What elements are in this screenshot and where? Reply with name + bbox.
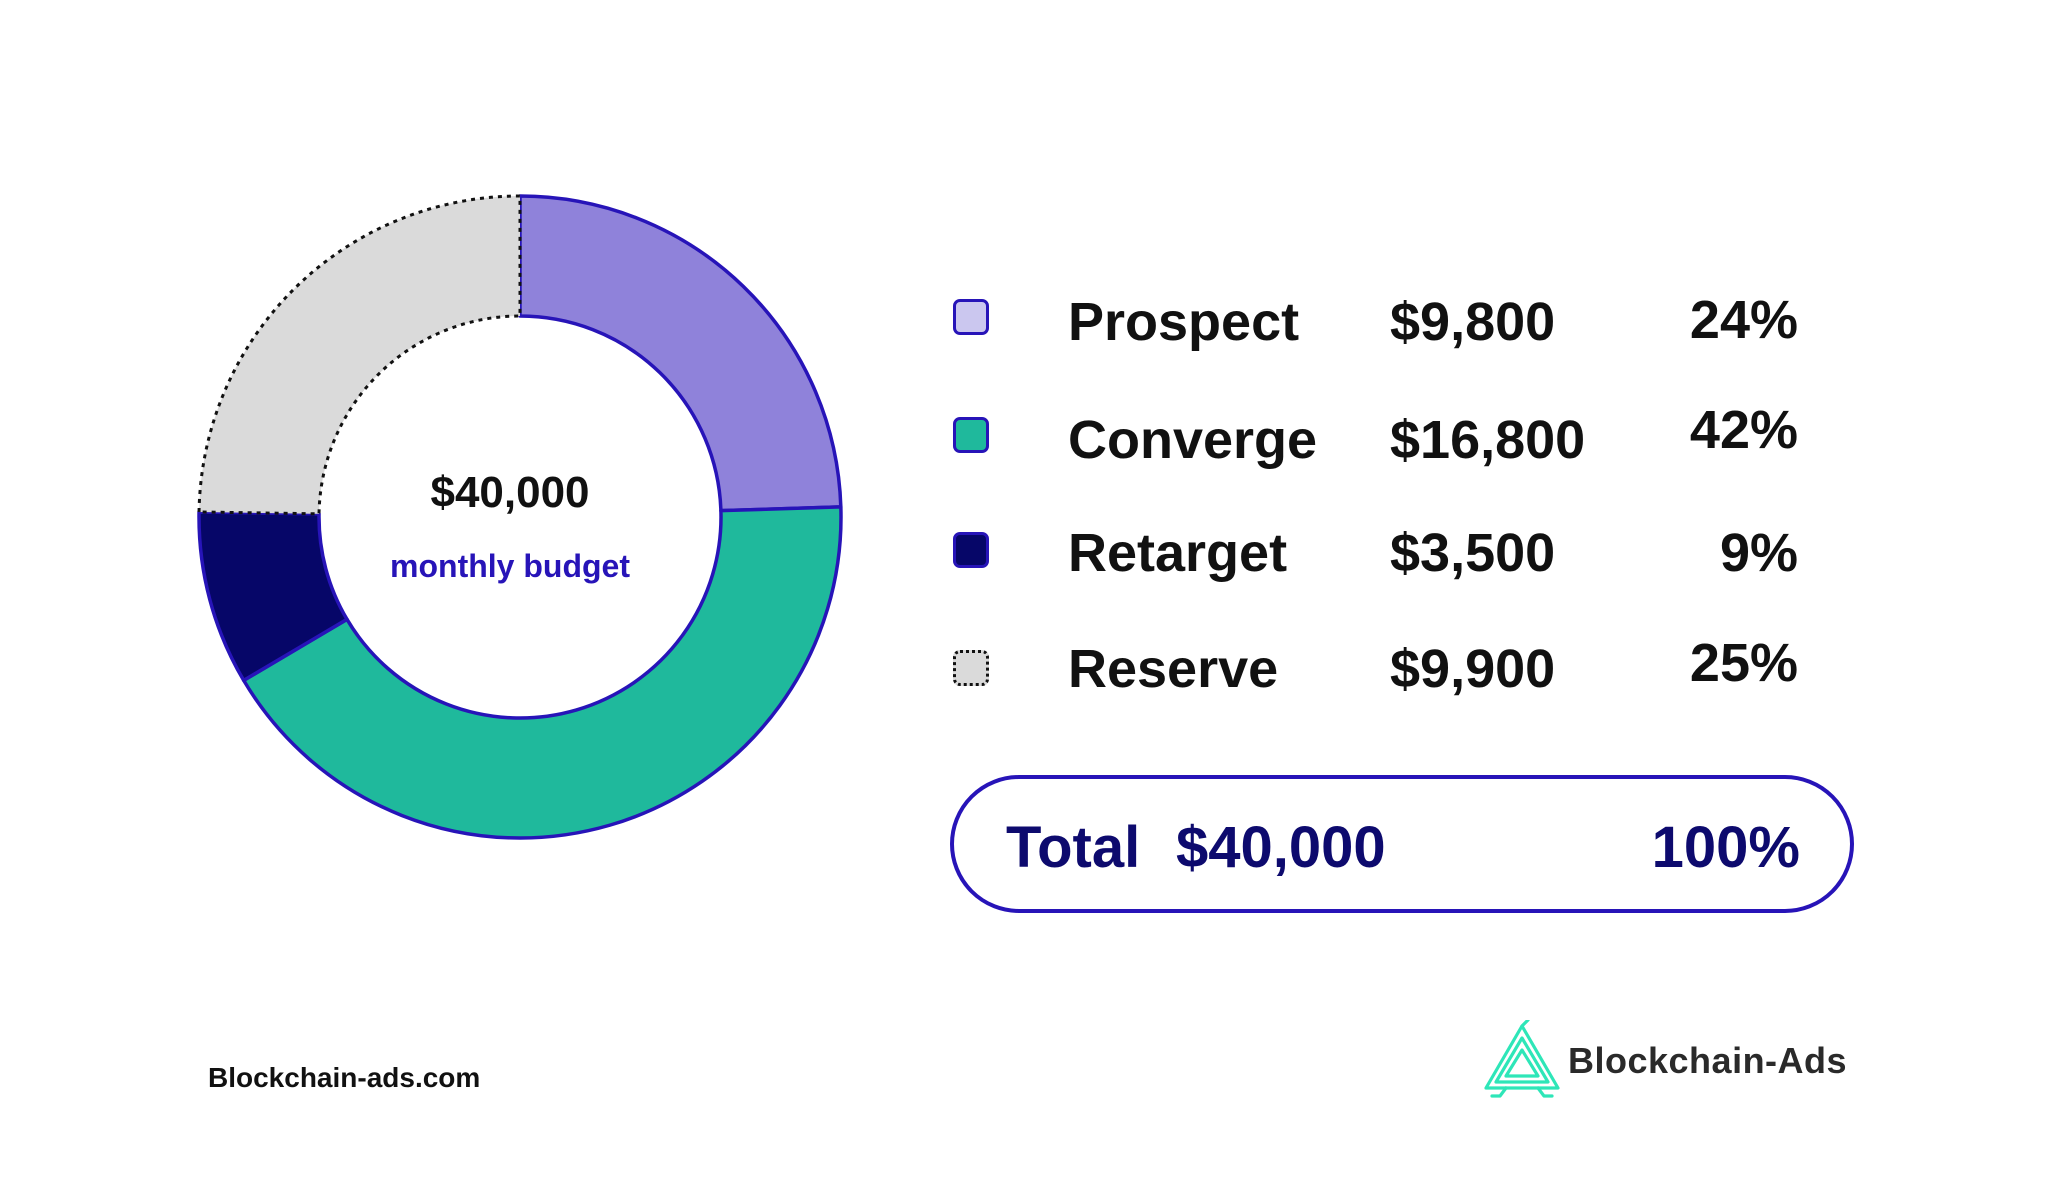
total-label: Total: [1006, 815, 1141, 880]
legend-name-reserve: Reserve: [1068, 639, 1279, 699]
legend-name-prospect: Prospect: [1068, 292, 1300, 352]
legend-amount-retarget: $3,500: [1390, 523, 1556, 583]
legend-swatch-retarget: [953, 532, 989, 568]
total-percent: 100%: [1651, 815, 1800, 880]
donut-center-label: monthly budget: [390, 548, 630, 584]
legend-percent-converge: 42%: [1689, 400, 1798, 460]
brand-name: Blockchain-Ads: [1568, 1040, 1848, 1081]
legend-percent-reserve: 25%: [1689, 633, 1798, 693]
donut-slice-converge: [241, 505, 843, 840]
donut-slice-prospect: [518, 194, 843, 513]
legend-row-converge: Converge $16,800 42%: [0, 403, 2048, 493]
legend-amount-converge: $16,800: [1390, 410, 1586, 470]
total-amount: $40,000: [1176, 815, 1386, 880]
legend-percent-prospect: 24%: [1689, 290, 1798, 350]
donut-slice-reserve: [197, 194, 522, 516]
legend-row-retarget: Retarget $3,500 9%: [0, 526, 2048, 606]
total-summary: Total $40,000 100%: [950, 775, 1854, 913]
blockchain-ads-logo-icon: [1484, 1020, 1560, 1098]
legend-amount-prospect: $9,800: [1390, 292, 1556, 352]
legend-amount-reserve: $9,900: [1390, 639, 1556, 699]
legend-swatch-reserve: [953, 650, 989, 686]
legend-swatch-prospect: [953, 299, 989, 335]
legend-row-prospect: Prospect $9,800 24%: [0, 290, 2048, 375]
legend-swatch-converge: [953, 417, 989, 453]
legend-row-reserve: Reserve $9,900 25%: [0, 636, 2048, 722]
legend-percent-retarget: 9%: [1719, 523, 1798, 583]
legend-name-retarget: Retarget: [1068, 523, 1288, 583]
donut-slice-retarget: [197, 510, 349, 683]
footer-website: Blockchain-ads.com: [208, 1062, 481, 1093]
legend-name-converge: Converge: [1068, 410, 1318, 470]
donut-center-amount: $40,000: [430, 468, 590, 517]
